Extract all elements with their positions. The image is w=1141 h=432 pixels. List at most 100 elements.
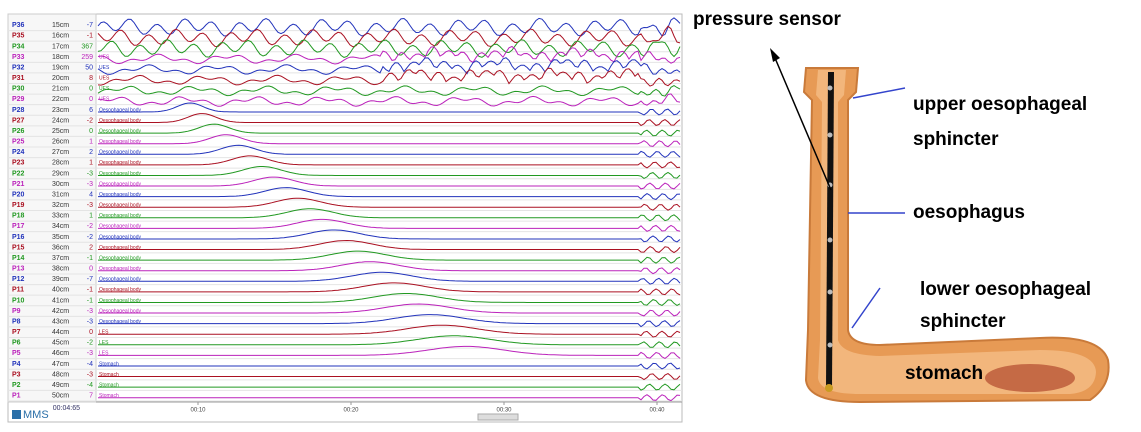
channel-value: -1 — [87, 297, 93, 304]
oesophagus-label: oesophagus — [913, 202, 1025, 223]
channel-depth: 44cm — [52, 329, 69, 336]
channel-name: P21 — [12, 181, 25, 188]
channel-value: 1 — [89, 139, 93, 146]
channel-name: P9 — [12, 308, 21, 315]
sensor-label: pressure sensor — [693, 9, 841, 30]
time-label: 00:30 — [496, 408, 512, 414]
channel-depth: 39cm — [52, 276, 69, 283]
les-label: sphincter — [920, 311, 1006, 332]
channel-depth: 48cm — [52, 371, 69, 378]
channel-value: -3 — [87, 308, 93, 315]
channel-name: P27 — [12, 117, 25, 124]
channel-depth: 16cm — [52, 33, 69, 40]
channel-value: 6 — [89, 107, 93, 114]
sensor-dot — [828, 238, 833, 243]
channel-depth: 19cm — [52, 64, 69, 71]
channel-depth: 40cm — [52, 287, 69, 294]
channel-name: P10 — [12, 297, 25, 304]
channel-name: P12 — [12, 276, 25, 283]
channel-value: -3 — [87, 318, 93, 325]
channel-name: P33 — [12, 54, 25, 61]
channel-value: 2 — [89, 244, 93, 251]
channel-value: -7 — [87, 22, 93, 29]
channel-depth: 34cm — [52, 223, 69, 230]
channel-depth: 35cm — [52, 234, 69, 241]
channel-name: P20 — [12, 191, 25, 198]
channel-value: 0 — [89, 96, 93, 103]
channel-depth: 23cm — [52, 107, 69, 114]
channel-depth: 18cm — [52, 54, 69, 61]
channel-name: P36 — [12, 22, 25, 29]
channel-name: P30 — [12, 86, 25, 93]
channel-value: 1 — [89, 213, 93, 220]
channel-name: P17 — [12, 223, 25, 230]
channel-name: P5 — [12, 350, 21, 357]
channel-depth: 49cm — [52, 382, 69, 389]
channel-name: P22 — [12, 170, 25, 177]
time-start: 00:04:65 — [53, 405, 80, 412]
channel-name: P2 — [12, 382, 21, 389]
channel-depth: 46cm — [52, 350, 69, 357]
sensor-dot — [828, 133, 833, 138]
channel-depth: 21cm — [52, 86, 69, 93]
channel-depth: 24cm — [52, 117, 69, 124]
time-label: 00:40 — [649, 408, 665, 414]
channel-value: -2 — [87, 223, 93, 230]
channel-name: P28 — [12, 107, 25, 114]
channel-name: P34 — [12, 43, 25, 50]
ues-label: sphincter — [913, 129, 999, 150]
catheter — [829, 72, 831, 388]
sensor-dot — [828, 290, 833, 295]
channel-value: -3 — [87, 181, 93, 188]
channel-name: P15 — [12, 244, 25, 251]
channel-depth: 36cm — [52, 244, 69, 251]
scrollbar[interactable] — [478, 414, 518, 420]
channel-value: 0 — [89, 128, 93, 135]
channel-depth: 33cm — [52, 213, 69, 220]
catheter-tip — [825, 384, 833, 392]
channel-value: 2 — [89, 149, 93, 156]
channel-depth: 17cm — [52, 43, 69, 50]
channel-name: P6 — [12, 340, 21, 347]
channel-depth: 27cm — [52, 149, 69, 156]
channel-depth: 41cm — [52, 297, 69, 304]
channel-value: -3 — [87, 371, 93, 378]
channel-value: 367 — [81, 43, 93, 50]
pointer-les — [852, 288, 880, 328]
sensor-dot — [828, 343, 833, 348]
channel-value: -7 — [87, 276, 93, 283]
channel-depth: 30cm — [52, 181, 69, 188]
channel-depth: 28cm — [52, 160, 69, 167]
channel-name: P26 — [12, 128, 25, 135]
channel-name: P31 — [12, 75, 25, 82]
channel-depth: 38cm — [52, 266, 69, 273]
channel-value: 0 — [89, 266, 93, 273]
stomach-lining — [985, 364, 1075, 392]
channel-value: -2 — [87, 234, 93, 241]
channel-name: P14 — [12, 255, 25, 262]
channel-name: P11 — [12, 287, 24, 294]
channel-name: P16 — [12, 234, 25, 241]
channel-depth: 15cm — [52, 22, 69, 29]
channel-depth: 20cm — [52, 75, 69, 82]
channel-depth: 32cm — [52, 202, 69, 209]
time-label: 00:10 — [190, 408, 206, 414]
channel-name: P18 — [12, 213, 25, 220]
pointer-ues — [853, 88, 905, 98]
channel-value: -4 — [87, 361, 93, 368]
channel-name: P4 — [12, 361, 21, 368]
arrow-head — [770, 48, 780, 62]
channel-value: -1 — [87, 287, 93, 294]
channel-name: P19 — [12, 202, 25, 209]
channel-value: 0 — [89, 86, 93, 93]
les-label: lower oesophageal — [920, 279, 1091, 300]
channel-name: P35 — [12, 33, 25, 40]
channel-depth: 37cm — [52, 255, 69, 262]
channel-value: 0 — [89, 329, 93, 336]
channel-value: -1 — [87, 255, 93, 262]
channel-name: P1 — [12, 393, 21, 400]
channel-value: 7 — [89, 393, 93, 400]
channel-value: -3 — [87, 170, 93, 177]
channel-depth: 29cm — [52, 170, 69, 177]
channel-depth: 45cm — [52, 340, 69, 347]
